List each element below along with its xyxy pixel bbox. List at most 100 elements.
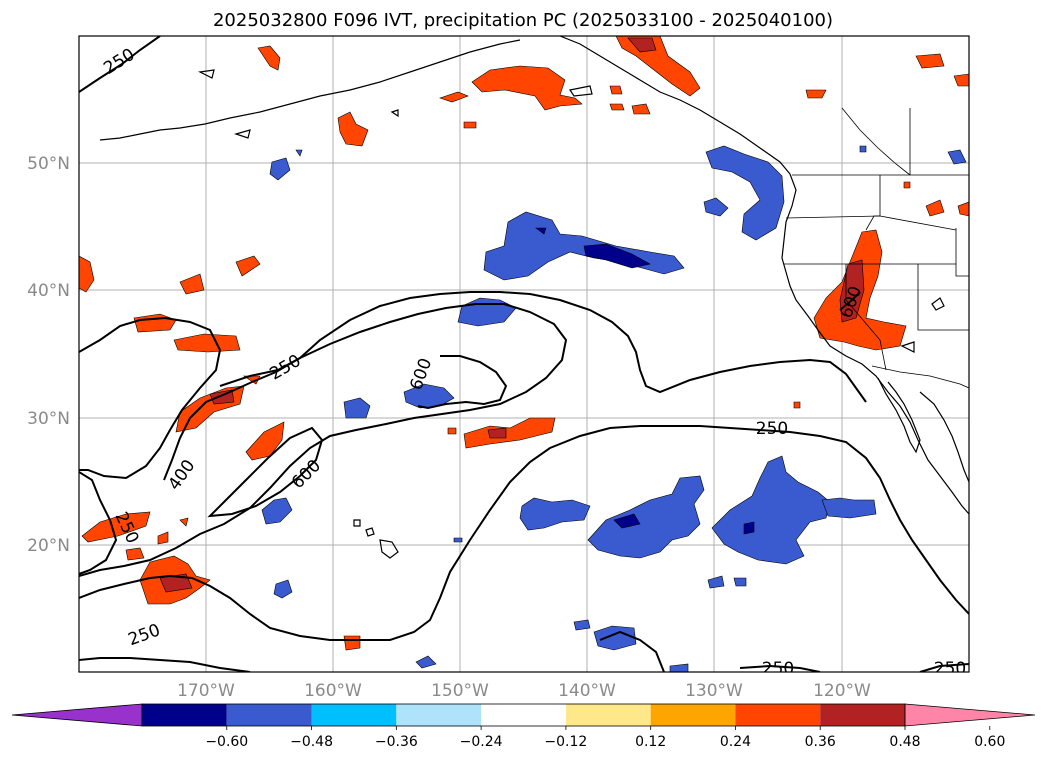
colorbar-segment <box>735 704 821 726</box>
colorbar-tick-label: 0.36 <box>805 734 836 750</box>
negative-patch <box>403 383 455 409</box>
island <box>198 69 215 79</box>
negative-patch <box>343 397 371 419</box>
positive-patch <box>235 255 261 277</box>
positive-patch <box>125 547 145 561</box>
hawaii-island <box>365 527 375 537</box>
positive-patch <box>953 73 969 87</box>
negative-patch <box>947 149 967 165</box>
ivt-contour-600 <box>839 291 861 311</box>
colorbar-segment <box>396 704 482 726</box>
contour-label: 250 <box>756 419 788 439</box>
colorbar-segment <box>311 704 397 726</box>
negative-patch <box>821 497 877 519</box>
ivt-contour-250 <box>79 425 969 641</box>
positive-patch <box>173 333 241 353</box>
negative-patch <box>593 625 637 651</box>
positive-patch <box>903 181 911 189</box>
island <box>931 297 945 311</box>
colorbar-tick-label: −0.60 <box>205 734 248 750</box>
ivt-contour-250 <box>739 664 821 672</box>
colorbar: −0.60 −0.48 −0.36 −0.24 −0.12 0.12 0.24 0.36 0.4… <box>11 703 1036 750</box>
negative-patch <box>703 197 729 217</box>
positive-patch <box>157 531 169 545</box>
state-border <box>785 215 957 231</box>
lon-label: 170°W <box>177 681 235 701</box>
negative-patch <box>273 579 293 599</box>
positive-anomaly-patches <box>79 36 969 651</box>
positive-patch <box>915 53 945 69</box>
state-border <box>845 264 887 371</box>
negative-anomaly-patches <box>261 145 967 672</box>
negative-patch <box>707 575 725 589</box>
negative-patch <box>269 157 291 181</box>
colorbar-segment <box>481 704 566 726</box>
positive-patch <box>615 36 701 97</box>
hawaii-island <box>353 519 361 527</box>
colorbar-segment <box>226 704 312 726</box>
map-panel <box>79 36 969 672</box>
negative-patch <box>587 475 705 559</box>
lon-label: 150°W <box>431 681 489 701</box>
negative-patch <box>415 655 437 669</box>
negative-patch <box>733 577 747 587</box>
positive-patch <box>79 255 95 293</box>
island <box>390 109 399 118</box>
island <box>233 129 251 139</box>
colorbar-tick-label: −0.12 <box>544 734 587 750</box>
colorbar-extend-max <box>904 703 1036 727</box>
lat-label: 50°N <box>27 154 70 174</box>
colorbar-tick-label: −0.36 <box>375 734 418 750</box>
negative-patch <box>573 619 591 631</box>
colorbar-extend-min <box>11 703 143 727</box>
mexico-coast <box>919 391 969 483</box>
ivt-contour-250 <box>79 657 251 672</box>
negative-patch <box>519 497 591 531</box>
aleutian-coastline <box>99 39 521 141</box>
province-border <box>841 107 911 176</box>
negative-patch <box>261 497 293 525</box>
west-coast <box>781 173 969 515</box>
colorbar-tick-label: 0.12 <box>635 734 666 750</box>
ivt-contours <box>79 36 969 672</box>
positive-patch <box>609 103 625 111</box>
positive-patch <box>805 89 827 99</box>
ivt-contour-400 <box>79 303 568 577</box>
positive-patch <box>793 401 801 409</box>
positive-patch <box>609 85 623 95</box>
positive-strong <box>627 37 657 53</box>
colorbar-tick-label: −0.24 <box>460 734 503 750</box>
ivt-contour-600 <box>417 355 508 410</box>
ivt-contour-250 <box>599 630 665 672</box>
latitude-labels: 50°N 40°N 30°N 20°N <box>27 154 70 556</box>
contour-label: 250 <box>762 659 794 679</box>
hawaii-island <box>379 539 399 559</box>
ivt-contour-600 <box>207 426 324 518</box>
lat-label: 30°N <box>27 409 70 429</box>
positive-patch <box>81 511 151 543</box>
positive-strong <box>487 427 507 439</box>
negative-strong <box>613 513 641 529</box>
positive-patch <box>925 199 945 217</box>
colorbar-segment <box>565 704 651 726</box>
negative-strong <box>535 227 547 235</box>
contour-label: 250 <box>934 659 966 679</box>
state-border <box>955 228 969 277</box>
positive-patch <box>463 417 556 449</box>
negative-patch <box>669 663 689 672</box>
positive-patch <box>447 427 457 435</box>
positive-patch <box>471 65 583 111</box>
positive-patch <box>179 273 205 295</box>
ivt-contour-250 <box>919 663 969 672</box>
map-title: 2025032800 F096 IVT, precipitation PC (2… <box>213 10 833 31</box>
state-border <box>917 264 969 331</box>
positive-patch <box>257 45 281 71</box>
alaska-coastline <box>559 36 791 175</box>
negative-patch <box>453 537 463 543</box>
us-mexico-border <box>871 365 969 389</box>
island <box>569 85 593 97</box>
ivt-contour-250 <box>219 291 867 403</box>
colorbar-segment <box>142 704 227 726</box>
positive-patch <box>463 121 477 129</box>
